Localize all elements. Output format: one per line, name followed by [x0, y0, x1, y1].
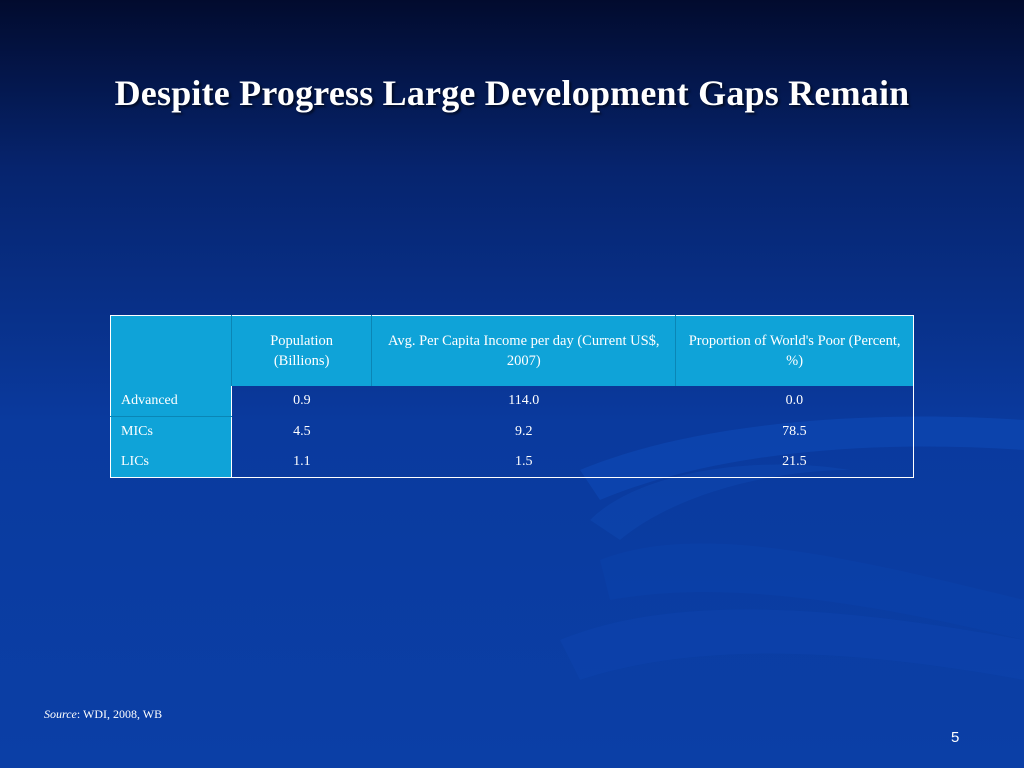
source-note: Source: WDI, 2008, WB — [44, 707, 162, 722]
table-cell: 4.5 — [293, 423, 311, 439]
development-gaps-table: Population (Billions) Avg. Per Capita In… — [110, 315, 914, 478]
table-header-population: Population (Billions) — [231, 315, 373, 386]
table-row: Advanced 0.9 114.0 0.0 — [110, 386, 914, 417]
table-cell: 9.2 — [514, 423, 533, 439]
table-header-income: Avg. Per Capita Income per day (Current … — [371, 315, 677, 386]
source-label: Source — [44, 707, 77, 721]
slide-title: Despite Progress Large Development Gaps … — [114, 73, 910, 113]
row-label: LICs — [110, 447, 232, 478]
table-cell: 0.0 — [785, 393, 804, 409]
table-header-row: Population (Billions) Avg. Per Capita In… — [110, 315, 914, 386]
table-cell: 21.5 — [782, 454, 807, 469]
row-label: Advanced — [110, 386, 232, 417]
table-cell: 1.5 — [514, 454, 533, 469]
table-cell: 0.9 — [293, 393, 311, 409]
table-row: LICs 1.1 1.5 21.5 — [110, 447, 914, 478]
row-label: MICs — [110, 416, 232, 447]
table-header-poor-share: Proportion of World's Poor (Percent, %) — [675, 315, 914, 386]
table-cell: 114.0 — [508, 393, 540, 409]
table-header-corner — [110, 315, 232, 386]
table-row: MICs 4.5 9.2 78.5 — [110, 416, 914, 447]
table-cell: 1.1 — [293, 454, 311, 469]
source-text: : WDI, 2008, WB — [76, 707, 163, 721]
table-cell: 78.5 — [782, 423, 807, 439]
page-number: 5 — [951, 729, 960, 746]
